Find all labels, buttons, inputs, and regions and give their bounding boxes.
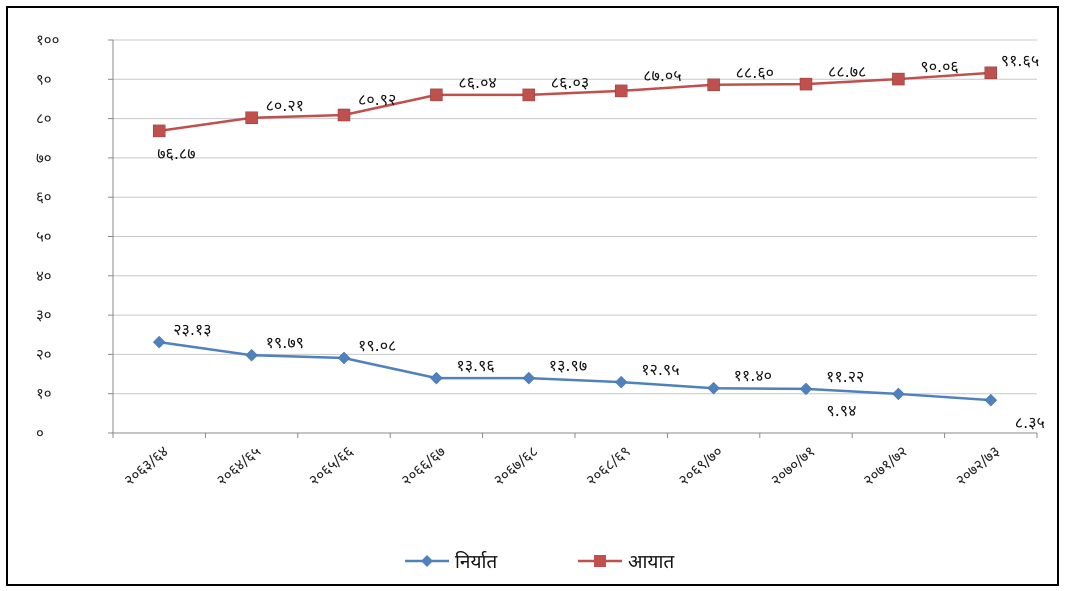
export-data-label: ११.४० [734,366,772,385]
legend: निर्यात आयात [405,550,675,573]
import-point [152,124,166,138]
y-tick-label: १० [36,385,52,403]
import-data-label: ९१.६५ [1001,51,1039,70]
y-tick-label: १०० [36,31,59,49]
export-data-label: १३.९७ [549,356,587,375]
legend-label-export: निर्यात [455,550,498,573]
y-tick-label: ८० [36,110,52,128]
import-data-label: ९०.०६ [920,57,958,76]
export-data-label: १३.९६ [456,356,494,375]
import-data-label: ८६.०३ [551,73,589,92]
import-point [245,111,258,125]
x-tick-label: २०६७/६८ [490,442,541,489]
series-line-import [159,71,991,133]
export-data-label: १९.७९ [266,333,304,352]
import-point [707,78,720,92]
y-tick-label: २० [36,345,52,363]
import-point [430,88,443,102]
x-tick-label: २०७०/७१ [767,442,818,489]
x-tick-label: २०७१/७२ [860,442,911,489]
import-point [614,84,628,98]
series-line-export [159,340,991,402]
x-tick-label: २०६४/६५ [213,442,264,489]
import-data-label: ८०.९२ [358,90,396,109]
export-point [707,381,720,395]
export-data-label: २३.१३ [173,320,211,339]
legend-marker-diamond [421,555,433,567]
import-data-label: ८८.७८ [828,62,866,81]
import-point [984,66,998,80]
export-point [152,335,166,349]
y-tick-label: ३० [36,306,52,324]
import-data-label: ८०.२१ [266,96,304,115]
x-tick-label: २०६८/६९ [582,442,633,489]
export-data-label: ११.२२ [826,367,864,386]
import-data-label: ८८.६० [736,63,774,82]
y-tick-label: ६० [36,188,52,206]
export-point [984,393,998,407]
export-point [614,375,628,389]
import-data-label: ७६.८७ [157,144,195,163]
x-tick-label: २०७२/७३ [952,442,1003,489]
export-data-label: ८.३५ [1015,413,1045,432]
y-tick-label: ४० [36,267,52,285]
export-data-label: ९.९४ [826,401,856,420]
export-point [799,382,813,396]
legend-marker-square [594,555,606,567]
export-point [430,371,443,385]
series-layer: २३.१३ १९.७९ १९.०८ १३.९६ १३.९७ १२.९५ ११.४० ११.२२… [152,51,1045,432]
y-axis-ticks: ० १० २० ३० ४० ५० ६० ७० ८० ९० १०० [36,31,114,442]
x-tick-label: २०६६/६७ [398,442,449,489]
import-data-label: ८७.०५ [643,66,681,85]
import-data-label: ८६.०४ [458,73,496,92]
y-tick-label: ९० [36,70,52,88]
import-point [892,72,905,86]
x-tick-label: २०६३/६४ [120,442,171,489]
export-point [522,371,536,385]
x-axis-ticks: २०६३/६४ २०६४/६५ २०६५/६६ २०६६/६७ २०६७/६८ २०६८/… [112,432,1038,489]
export-point [337,351,351,365]
export-data-label: १२.९५ [641,360,679,379]
export-data-label: १९.०८ [358,336,396,355]
x-tick-label: २०६९/७० [675,442,726,489]
x-tick-label: २०६५/६६ [305,442,356,489]
export-point [892,387,905,401]
import-point [799,77,813,91]
y-tick-label: ७० [36,149,52,167]
export-point [245,348,258,362]
import-point [522,88,536,102]
import-point [337,108,351,122]
legend-label-import: आयात [628,551,675,573]
y-tick-label: ५० [36,228,52,246]
chart-frame [6,6,1059,586]
y-tick-label: ० [36,424,44,442]
